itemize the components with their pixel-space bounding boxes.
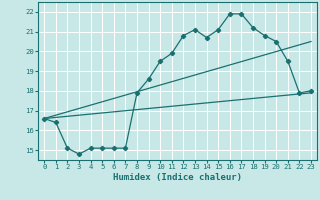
X-axis label: Humidex (Indice chaleur): Humidex (Indice chaleur) <box>113 173 242 182</box>
